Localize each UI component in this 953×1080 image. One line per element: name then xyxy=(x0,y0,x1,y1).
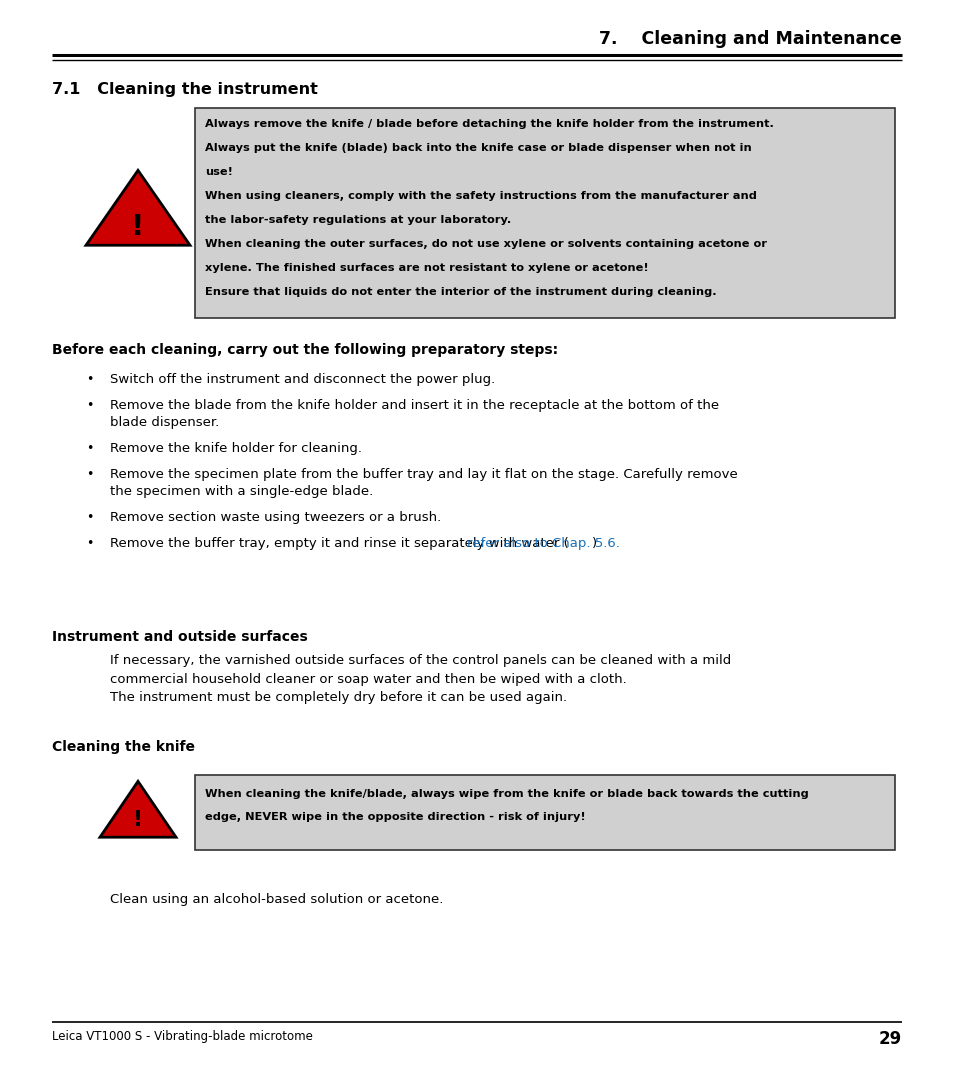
Text: Cleaning the knife: Cleaning the knife xyxy=(52,740,194,754)
Text: If necessary, the varnished outside surfaces of the control panels can be cleane: If necessary, the varnished outside surf… xyxy=(110,654,731,704)
Text: xylene. The finished surfaces are not resistant to xylene or acetone!: xylene. The finished surfaces are not re… xyxy=(205,264,648,273)
Text: Before each cleaning, carry out the following preparatory steps:: Before each cleaning, carry out the foll… xyxy=(52,343,558,357)
Text: the specimen with a single-edge blade.: the specimen with a single-edge blade. xyxy=(110,485,373,498)
Text: refer also to Chap. 5.6.: refer also to Chap. 5.6. xyxy=(467,537,619,550)
Text: Instrument and outside surfaces: Instrument and outside surfaces xyxy=(52,630,308,644)
Text: Remove the specimen plate from the buffer tray and lay it flat on the stage. Car: Remove the specimen plate from the buffe… xyxy=(110,468,737,481)
Text: •: • xyxy=(86,442,93,455)
Polygon shape xyxy=(86,171,190,245)
Text: ): ) xyxy=(591,537,597,550)
Text: Always remove the knife / blade before detaching the knife holder from the instr: Always remove the knife / blade before d… xyxy=(205,119,773,129)
Text: Always put the knife (blade) back into the knife case or blade dispenser when no: Always put the knife (blade) back into t… xyxy=(205,143,751,153)
Polygon shape xyxy=(100,781,175,837)
Text: edge, NEVER wipe in the opposite direction - risk of injury!: edge, NEVER wipe in the opposite directi… xyxy=(205,812,585,822)
Text: !: ! xyxy=(132,213,145,241)
Text: 7.1   Cleaning the instrument: 7.1 Cleaning the instrument xyxy=(52,82,317,97)
Text: When cleaning the outer surfaces, do not use xylene or solvents containing aceto: When cleaning the outer surfaces, do not… xyxy=(205,239,766,249)
FancyBboxPatch shape xyxy=(194,108,894,318)
Text: the labor-safety regulations at your laboratory.: the labor-safety regulations at your lab… xyxy=(205,215,511,225)
Text: Leica VT1000 S - Vibrating-blade microtome: Leica VT1000 S - Vibrating-blade microto… xyxy=(52,1030,313,1043)
Text: Remove the knife holder for cleaning.: Remove the knife holder for cleaning. xyxy=(110,442,361,455)
Text: blade dispenser.: blade dispenser. xyxy=(110,416,219,429)
Text: Ensure that liquids do not enter the interior of the instrument during cleaning.: Ensure that liquids do not enter the int… xyxy=(205,287,716,297)
Text: Clean using an alcohol-based solution or acetone.: Clean using an alcohol-based solution or… xyxy=(110,893,443,906)
Text: •: • xyxy=(86,537,93,550)
Text: Remove the buffer tray, empty it and rinse it separately with water (: Remove the buffer tray, empty it and rin… xyxy=(110,537,568,550)
Text: 7.    Cleaning and Maintenance: 7. Cleaning and Maintenance xyxy=(598,30,901,48)
FancyBboxPatch shape xyxy=(194,775,894,850)
Text: When cleaning the knife/blade, always wipe from the knife or blade back towards : When cleaning the knife/blade, always wi… xyxy=(205,789,808,799)
Text: Switch off the instrument and disconnect the power plug.: Switch off the instrument and disconnect… xyxy=(110,373,495,386)
Text: •: • xyxy=(86,468,93,481)
Text: •: • xyxy=(86,373,93,386)
Text: Remove section waste using tweezers or a brush.: Remove section waste using tweezers or a… xyxy=(110,511,441,524)
Text: •: • xyxy=(86,511,93,524)
Text: use!: use! xyxy=(205,167,233,177)
Text: When using cleaners, comply with the safety instructions from the manufacturer a: When using cleaners, comply with the saf… xyxy=(205,191,756,201)
Text: Remove the blade from the knife holder and insert it in the receptacle at the bo: Remove the blade from the knife holder a… xyxy=(110,399,719,411)
Text: •: • xyxy=(86,399,93,411)
Text: !: ! xyxy=(132,810,143,831)
Text: 29: 29 xyxy=(878,1030,901,1048)
